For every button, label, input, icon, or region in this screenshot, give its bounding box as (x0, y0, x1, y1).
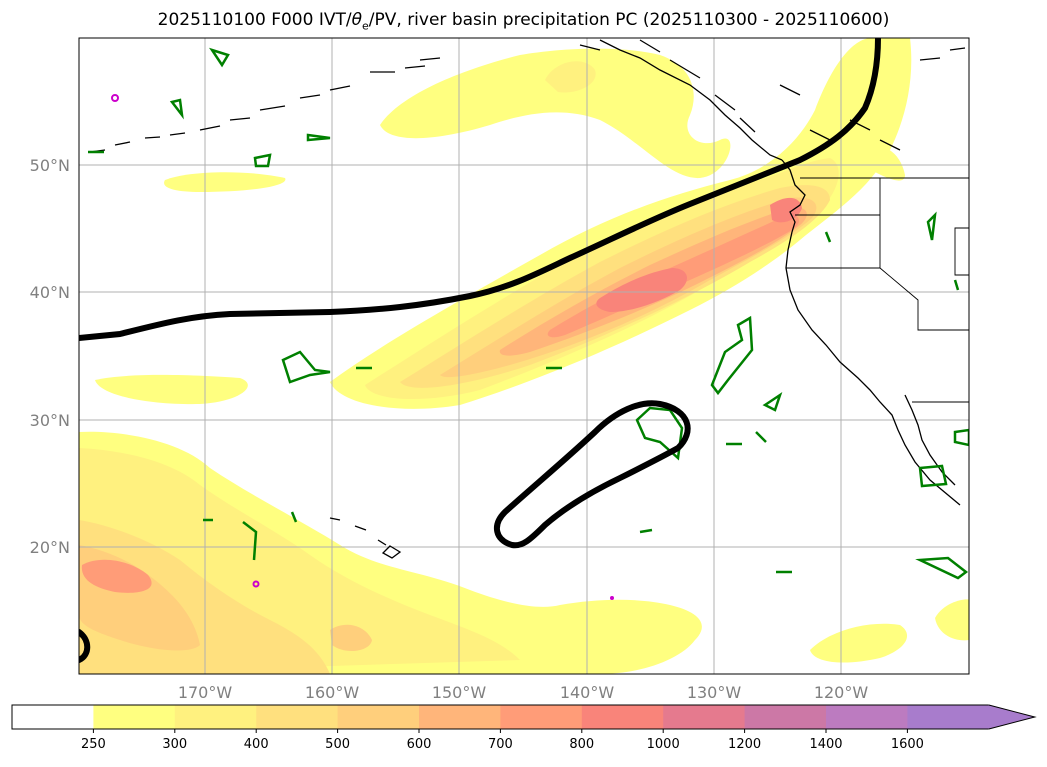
lon-tick-label: 140°W (560, 683, 615, 702)
ivt-south-se2 (935, 599, 969, 641)
ivt-north-b (545, 61, 596, 93)
pv-contour (290, 511, 298, 523)
ivt-south-se (810, 623, 908, 663)
lat-tick-label: 40°N (30, 283, 70, 302)
coast-bc-washington (781, 159, 806, 233)
colorbar-tick-label: 800 (569, 737, 594, 752)
lon-tick-label: 160°W (305, 683, 360, 702)
pv-contour (953, 279, 960, 291)
lon-tick-label: 170°W (178, 683, 233, 702)
colorbar-tick-label: 1600 (891, 737, 924, 752)
graticule (79, 38, 969, 674)
pv-contour (306, 133, 331, 142)
figure-title: 2025110100 F000 IVT/θe/PV, river basin p… (157, 10, 890, 33)
colorbar-tick-label: 500 (325, 737, 350, 752)
colorbar-tick-label: 600 (407, 737, 432, 752)
colorbar-tick-label: 300 (162, 737, 187, 752)
magenta-marker (252, 580, 260, 588)
coast-aleutians (89, 57, 441, 153)
ivt-shading (79, 38, 969, 674)
colorbar-swatch (826, 705, 908, 729)
lon-tick-label: 120°W (814, 683, 869, 702)
coastlines (89, 39, 966, 559)
coast-baja (904, 394, 956, 486)
pv-contour (169, 98, 184, 120)
pv-contour (710, 315, 754, 396)
pv-contour (208, 47, 230, 68)
lat-tick-label: 30°N (30, 411, 70, 430)
colorbar-tick-label: 250 (81, 737, 106, 752)
pv-contour (281, 350, 331, 384)
lon-tick-label: 130°W (687, 683, 742, 702)
colorbar-swatch (581, 705, 664, 729)
colorbar-tick-label: 1400 (809, 737, 842, 752)
ivt-band-800 (596, 268, 687, 312)
colorbar-swatch (744, 705, 827, 729)
pv-contour (639, 528, 653, 534)
colorbar-swatch (500, 705, 583, 729)
theta-e-contour-loop (494, 400, 691, 549)
ivt-band-800b (770, 197, 802, 223)
colorbar-swatch (907, 705, 990, 729)
colorbar-swatch (256, 705, 339, 729)
border-nevada-east (954, 227, 969, 276)
pv-contour (918, 464, 948, 488)
colorbar-extend-arrow (988, 704, 1037, 730)
lat-tick-label: 20°N (30, 538, 70, 557)
colorbar-swatch (663, 705, 746, 729)
colorbar-tick-label: 700 (488, 737, 513, 752)
pv-contour (953, 428, 969, 447)
magenta-marker (111, 94, 119, 102)
magenta-marker (610, 596, 614, 600)
pv-contour (915, 556, 969, 580)
colorbar-swatch (174, 705, 257, 729)
pv-contour (253, 153, 272, 168)
ivt-north-d (95, 374, 248, 405)
map-frame (78, 37, 970, 675)
colorbar-tick-label: 1200 (728, 737, 761, 752)
pv-contours (88, 47, 969, 580)
markers (111, 94, 614, 600)
coast-oregon-california (785, 231, 961, 506)
ivt-north-a (380, 48, 731, 179)
colorbar-swatch (419, 705, 501, 729)
lat-axis: 50°N 40°N 30°N 20°N (30, 156, 70, 557)
colorbar-swatch (12, 705, 94, 729)
ivt-south-f (330, 624, 372, 652)
lon-tick-label: 150°W (432, 683, 487, 702)
colorbar-swatch (93, 705, 176, 729)
border-ca-nv (879, 267, 969, 331)
lon-axis: 170°W 160°W 150°W 140°W 130°W 120°W (178, 683, 869, 702)
colorbar: 250 300 400 500 600 700 800 1000 1200 1400 1600 (11, 704, 1037, 752)
pv-contour (755, 431, 767, 443)
ivt-north-c (164, 172, 286, 192)
ivt-north-e (860, 145, 905, 181)
colorbar-tick-label: 400 (244, 737, 269, 752)
pv-contour (926, 211, 937, 241)
pv-contour (762, 391, 783, 412)
coast-hawaii (329, 517, 402, 559)
coast-alaska (599, 39, 783, 161)
theta-e-contours (79, 38, 881, 663)
pv-contour (242, 521, 258, 561)
political-borders (786, 177, 969, 403)
coast-alaska-islands (579, 39, 756, 133)
coast-canada-inland (779, 47, 966, 151)
colorbar-swatch (337, 705, 420, 729)
theta-e-contour-main (79, 38, 881, 341)
colorbar-tick-label: 1000 (647, 737, 680, 752)
ivt-south-700 (81, 559, 152, 593)
theta-e-contour-sw (79, 629, 91, 663)
lat-tick-label: 50°N (30, 156, 70, 175)
pv-contour (824, 231, 832, 243)
